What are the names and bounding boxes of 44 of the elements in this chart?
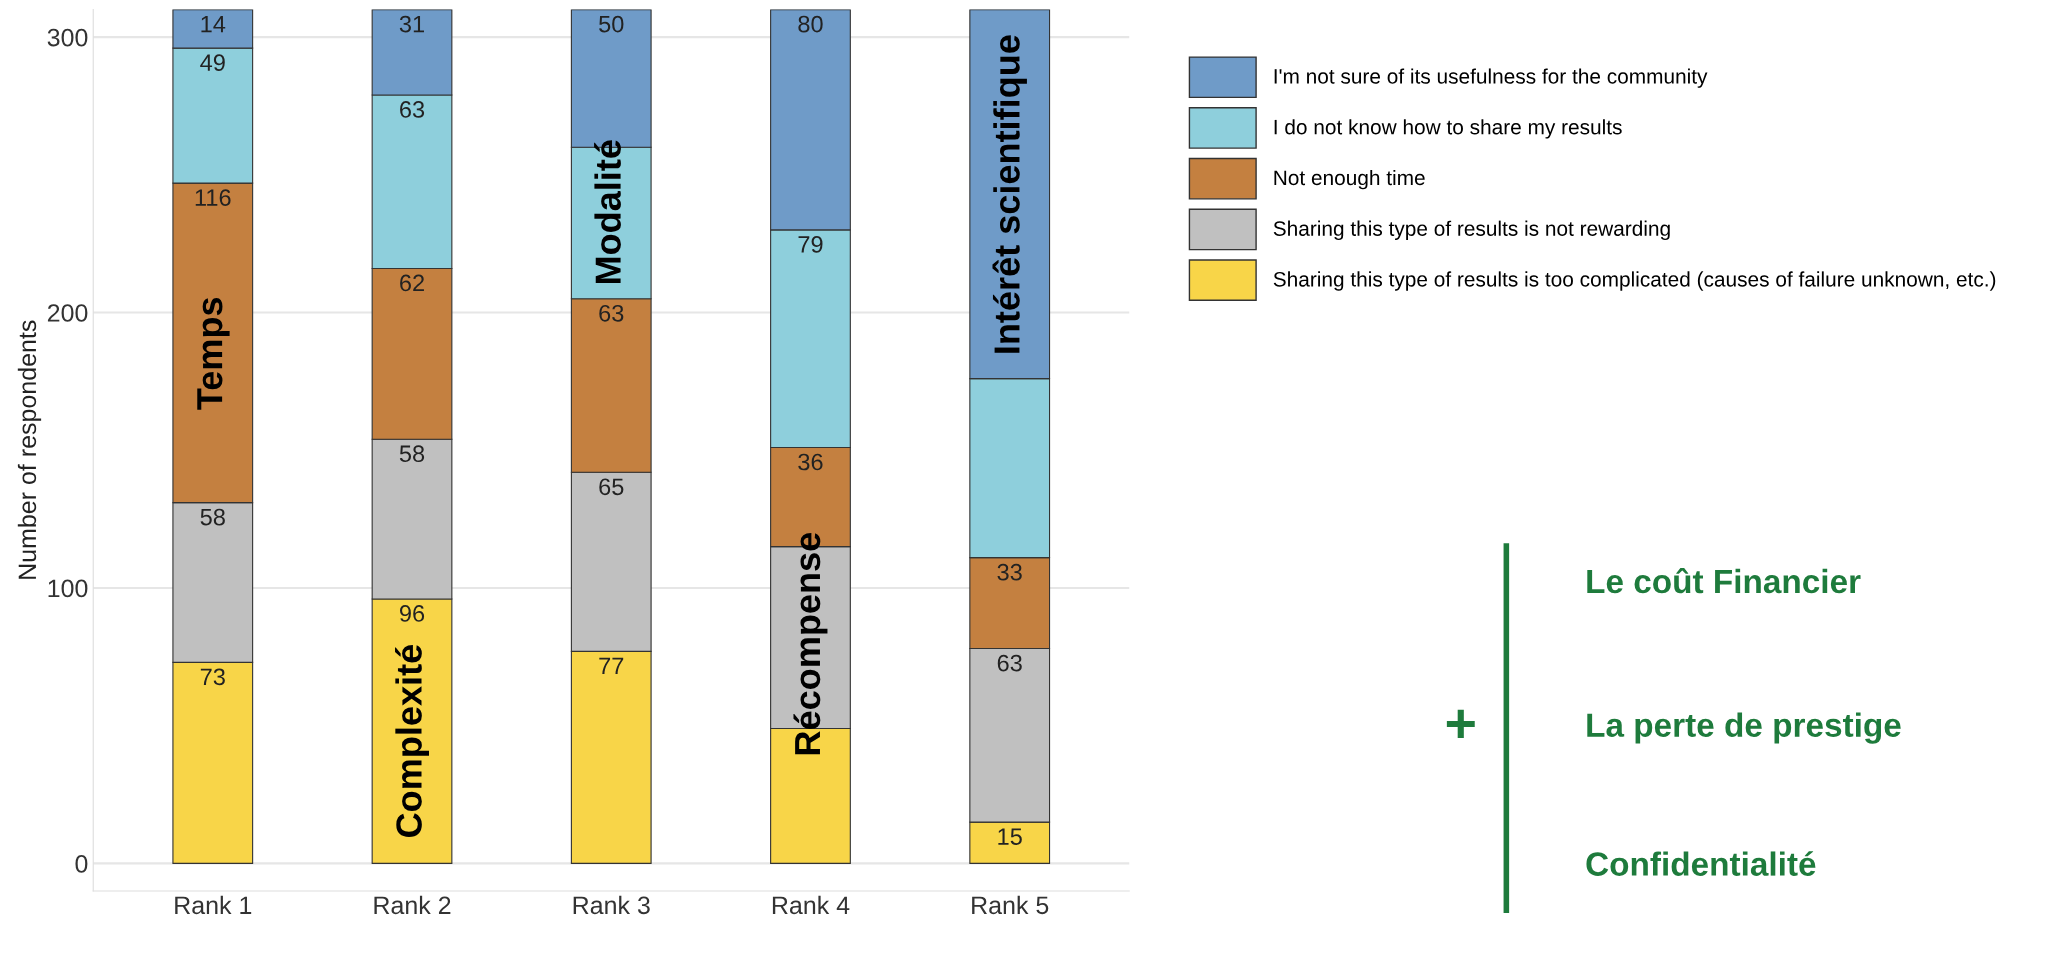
- legend-label: Sharing this type of results is not rewarding: [1273, 220, 1670, 241]
- x-tick-label: Rank 4: [772, 895, 850, 915]
- y-tick-label: 200: [47, 304, 88, 322]
- annotation: Récompense: [793, 533, 828, 755]
- annotation: Modalité: [594, 140, 621, 284]
- data-label: 58: [200, 508, 225, 526]
- data-label: 63: [599, 304, 624, 322]
- data-label: 65: [599, 478, 624, 496]
- x-tick-label: Rank 3: [573, 895, 650, 915]
- data-label: 15: [998, 828, 1022, 845]
- y-tick-label: 0: [75, 855, 88, 873]
- legend-label: Not enough time: [1274, 169, 1425, 190]
- data-label: 63: [400, 101, 425, 118]
- annotation: Complexité: [395, 645, 429, 837]
- data-label: 31: [399, 15, 424, 33]
- y-axis-title: Number of respondents: [17, 320, 42, 579]
- x-tick-label: Rank 5: [972, 895, 1049, 915]
- legend-label: I do not know how to share my results: [1274, 119, 1622, 139]
- annotation: Intérêt scientifique: [992, 35, 1027, 353]
- data-label: 73: [200, 668, 225, 686]
- data-label: 63: [997, 654, 1022, 672]
- x-tick-label: Rank 1: [175, 895, 252, 915]
- y-tick-label: 100: [48, 579, 88, 598]
- data-label: 14: [201, 15, 226, 33]
- data-label: 79: [798, 236, 823, 253]
- text: La perte de prestige: [1587, 712, 1901, 744]
- data-label: 116: [195, 189, 231, 206]
- data-label: 77: [599, 657, 624, 674]
- data-label: 80: [798, 15, 823, 33]
- text: +: [1446, 709, 1475, 739]
- legend-label: I'm not sure of its usefulness for the community: [1274, 68, 1708, 88]
- text: Confidentialité: [1586, 851, 1816, 876]
- data-label: 50: [599, 15, 624, 33]
- data-label: 49: [200, 54, 225, 71]
- y-tick-label: 300: [47, 28, 88, 47]
- data-label: 33: [997, 563, 1022, 581]
- x-tick-label: Rank 2: [374, 895, 451, 915]
- data-label: 58: [399, 445, 425, 463]
- data-label: 62: [400, 274, 424, 292]
- annotation: Temps: [197, 297, 230, 410]
- legend-label: Sharing this type of results is too complicated (causes of failure unknown, etc.): [1273, 271, 1996, 291]
- data-label: 96: [399, 605, 425, 622]
- text: Le coût Financier: [1587, 568, 1861, 594]
- data-label: 36: [798, 453, 823, 471]
